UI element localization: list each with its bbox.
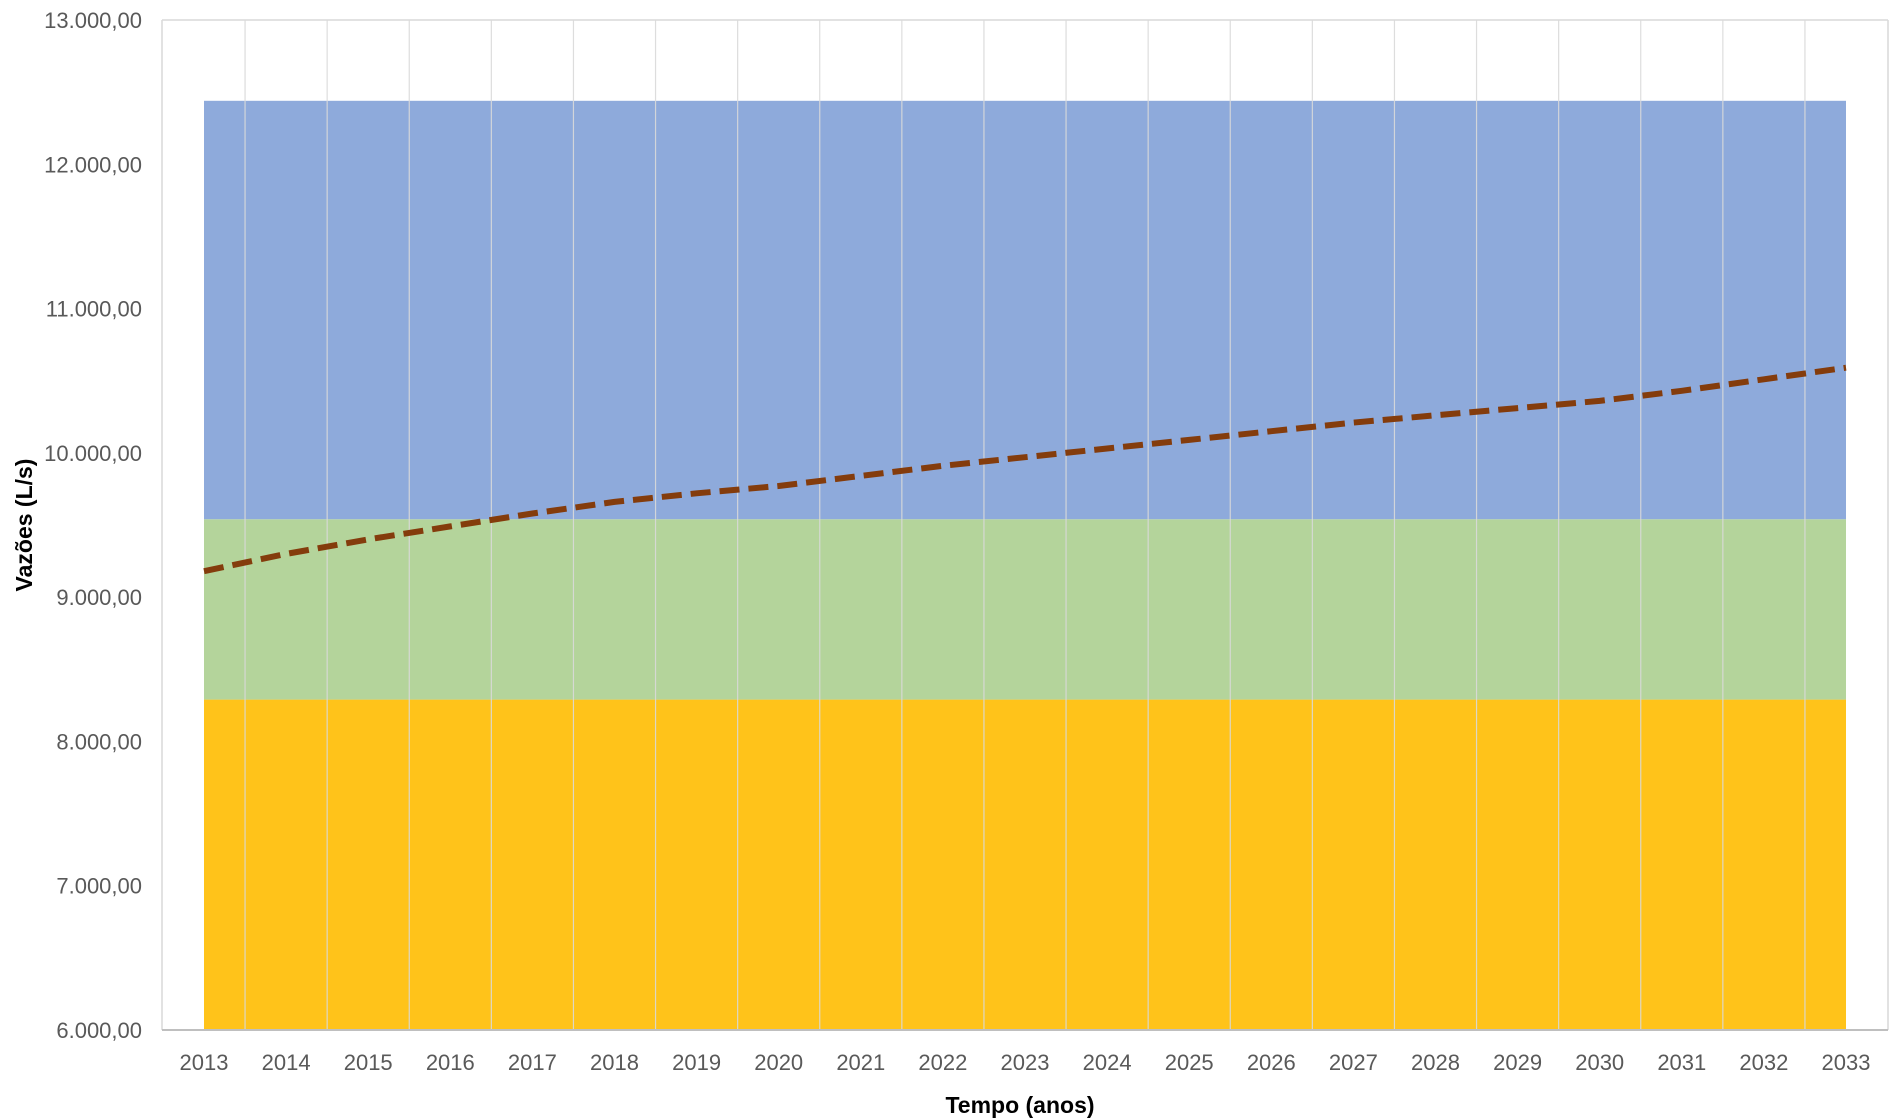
x-tick-label: 2016 <box>426 1050 475 1075</box>
grid-layer <box>161 19 1889 1031</box>
x-axis: 2013 2014 2015 2016 2017 2018 2019 2020 2021 2022… <box>180 1050 1871 1075</box>
x-tick-label: 2026 <box>1247 1050 1296 1075</box>
y-tick-label: 7.000,00 <box>56 874 142 899</box>
band-2 <box>204 519 1846 700</box>
band-1 <box>204 699 1846 1030</box>
x-tick-label: 2020 <box>754 1050 803 1075</box>
y-tick-label: 13.000,00 <box>44 8 142 33</box>
y-tick-label: 9.000,00 <box>56 585 142 610</box>
y-tick-label: 6.000,00 <box>56 1018 142 1043</box>
x-tick-label: 2024 <box>1083 1050 1132 1075</box>
line-layer <box>203 364 1847 575</box>
y-tick-label: 8.000,00 <box>56 729 142 754</box>
x-tick-label: 2025 <box>1165 1050 1214 1075</box>
x-tick-label: 2022 <box>918 1050 967 1075</box>
y-axis: 6.000,00 7.000,00 8.000,00 9.000,00 10.000,0… <box>44 8 142 1043</box>
band-3 <box>204 100 1846 520</box>
x-tick-label: 2014 <box>262 1050 311 1075</box>
x-tick-label: 2031 <box>1657 1050 1706 1075</box>
x-tick-label: 2030 <box>1575 1050 1624 1075</box>
x-tick-label: 2015 <box>344 1050 393 1075</box>
bands-layer <box>204 100 1846 1030</box>
x-tick-label: 2032 <box>1739 1050 1788 1075</box>
x-axis-title: Tempo (anos) <box>945 1092 1094 1118</box>
x-tick-label: 2013 <box>180 1050 229 1075</box>
y-tick-label: 10.000,00 <box>44 441 142 466</box>
x-tick-label: 2021 <box>836 1050 885 1075</box>
x-tick-label: 2028 <box>1411 1050 1460 1075</box>
x-tick-label: 2027 <box>1329 1050 1378 1075</box>
x-tick-label: 2033 <box>1822 1050 1871 1075</box>
x-tick-label: 2018 <box>590 1050 639 1075</box>
y-tick-label: 12.000,00 <box>44 152 142 177</box>
y-tick-label: 11.000,00 <box>46 297 142 322</box>
y-axis-title: Vazões (L/s) <box>11 459 37 592</box>
x-tick-label: 2023 <box>1001 1050 1050 1075</box>
series-line-1 <box>203 364 1847 575</box>
x-tick-label: 2017 <box>508 1050 557 1075</box>
x-tick-label: 2029 <box>1493 1050 1542 1075</box>
x-tick-label: 2019 <box>672 1050 721 1075</box>
